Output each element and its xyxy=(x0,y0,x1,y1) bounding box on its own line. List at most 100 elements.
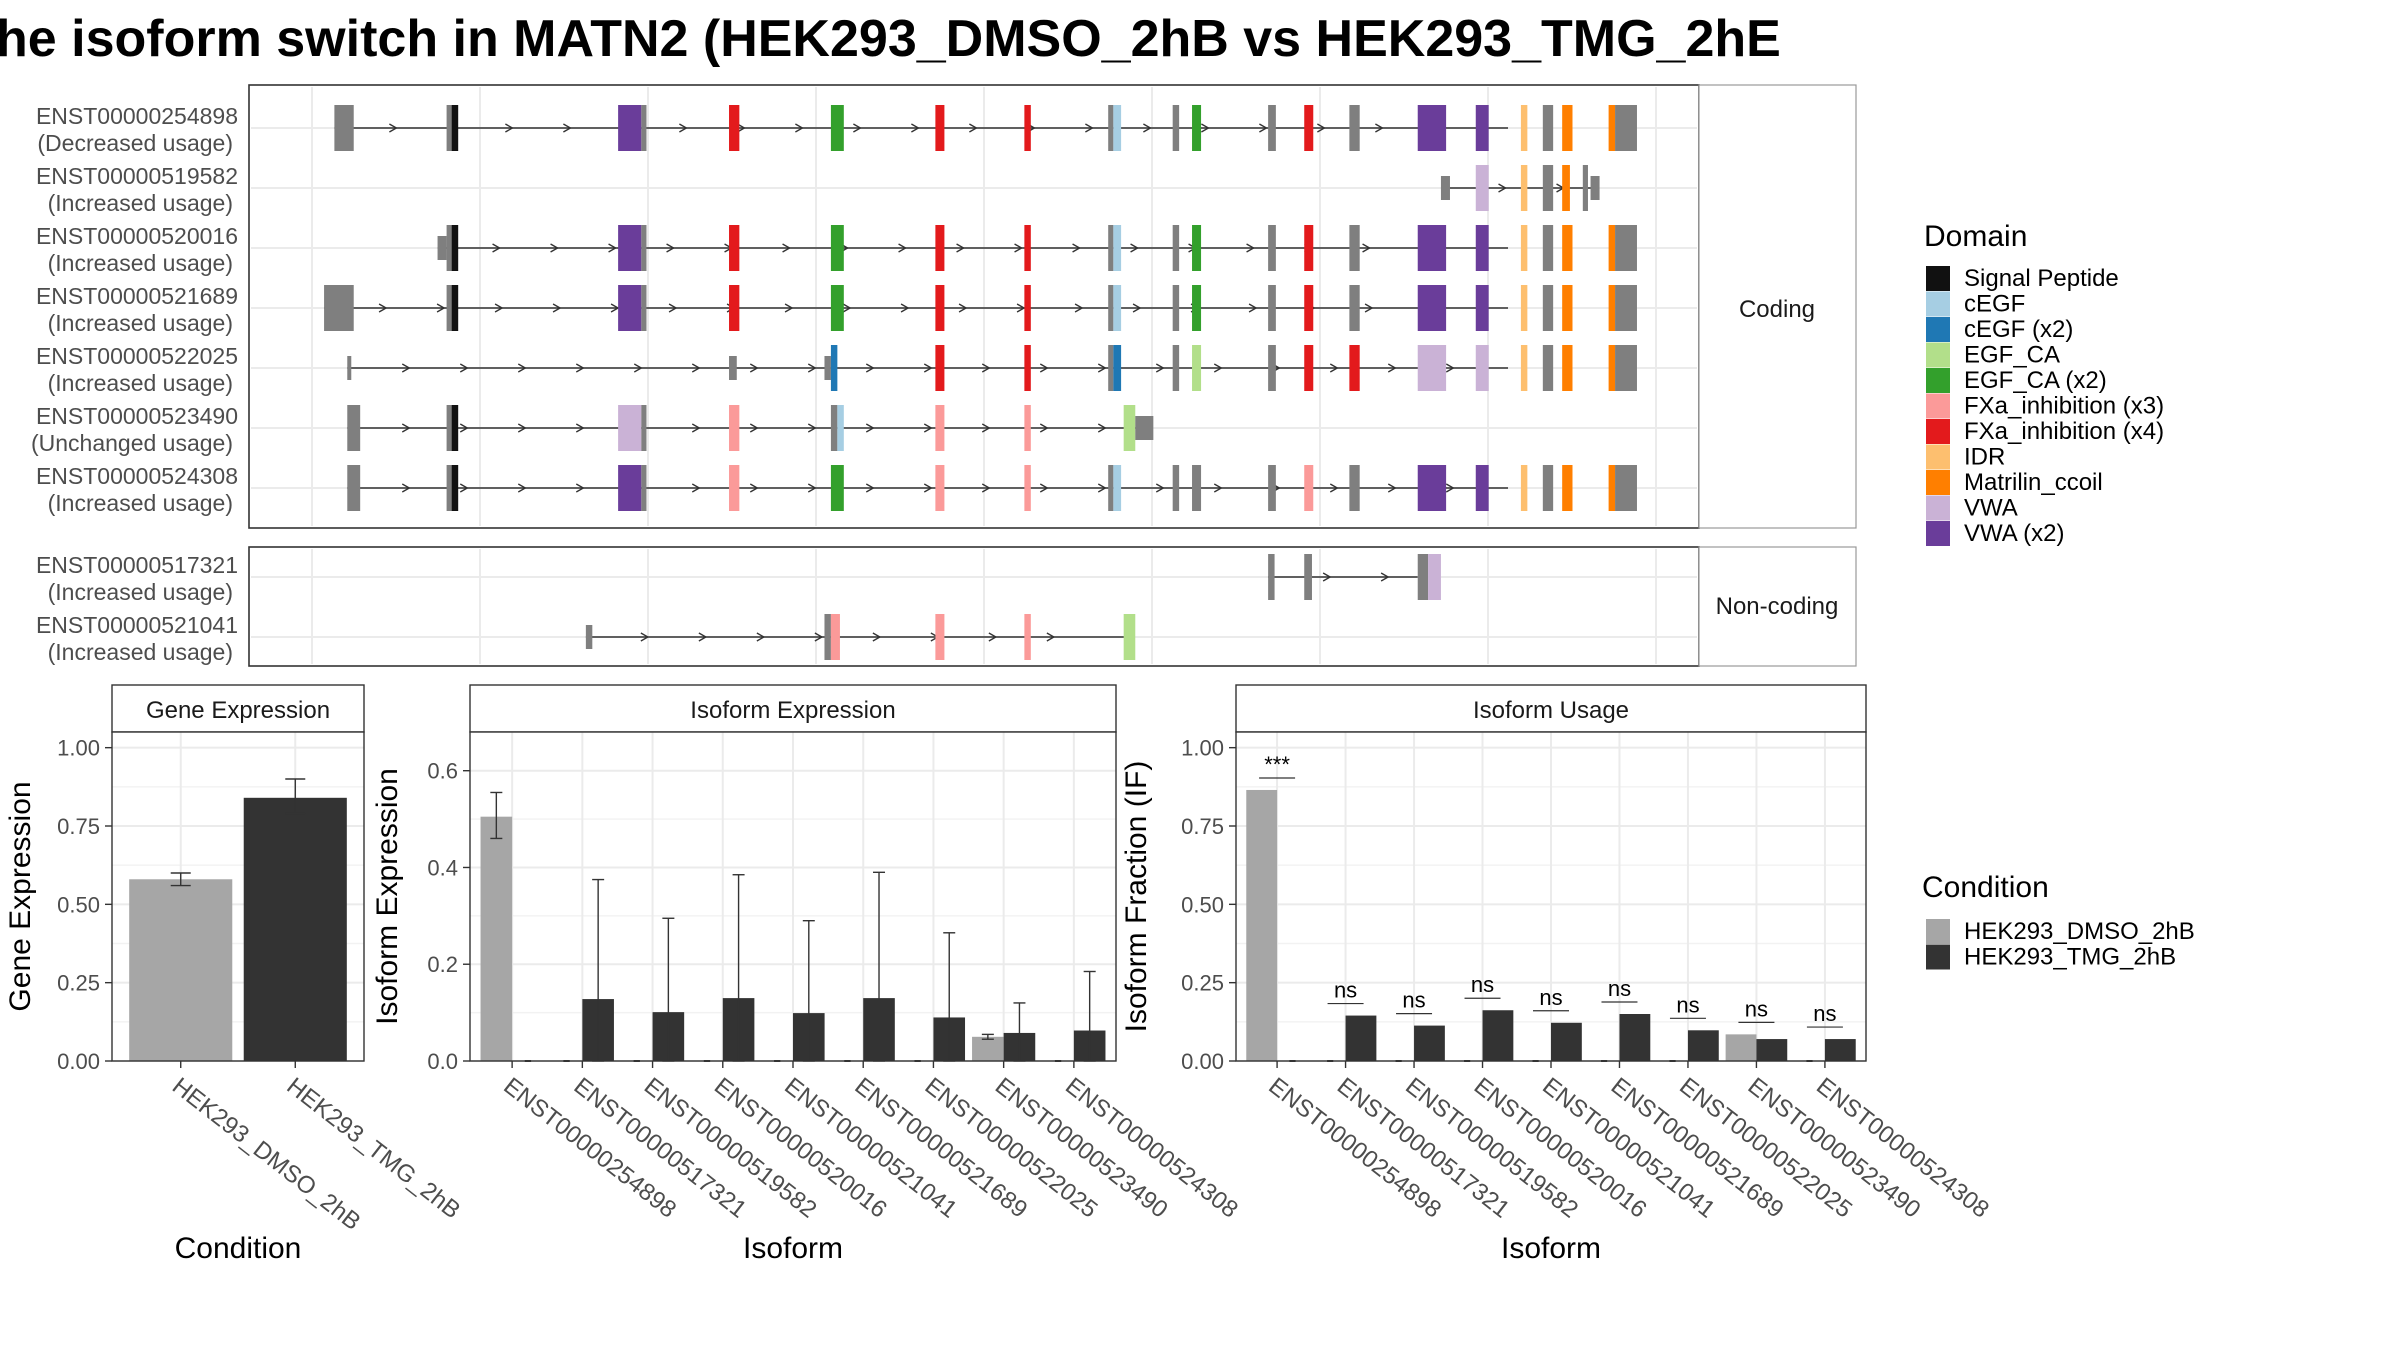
direction-arrow xyxy=(436,303,446,313)
direction-arrow xyxy=(923,363,933,373)
direction-arrow xyxy=(1085,123,1094,133)
exon-block xyxy=(1108,345,1114,391)
exon-block xyxy=(446,285,454,331)
isoform-expression-chart: Isoform Expression0.00.20.40.6ENST000002… xyxy=(371,684,1243,1265)
exon-block xyxy=(824,614,831,660)
x-axis-title: Isoform xyxy=(1501,1232,1601,1265)
direction-arrow xyxy=(1155,363,1165,373)
direction-arrow xyxy=(900,303,910,313)
exon-block xyxy=(451,465,459,511)
y-axis-title: Isoform Fraction (IF) xyxy=(1120,761,1153,1033)
exon-block xyxy=(1024,225,1031,271)
direction-arrow xyxy=(1248,303,1258,313)
direction-arrow xyxy=(756,632,766,642)
direction-arrow xyxy=(633,363,643,373)
direction-arrow xyxy=(517,483,527,493)
direction-arrow xyxy=(1143,123,1152,133)
direction-arrow xyxy=(1445,363,1455,373)
legend-swatch xyxy=(1926,470,1950,495)
legend-swatch xyxy=(1926,495,1950,521)
transcript-usage-label: (Increased usage) xyxy=(48,250,233,276)
exon-block xyxy=(451,225,459,271)
exon-block xyxy=(1268,285,1276,331)
exon-block xyxy=(1172,225,1180,271)
direction-arrow xyxy=(1201,123,1210,133)
direction-arrow xyxy=(814,632,824,642)
exon-block xyxy=(1520,285,1528,331)
exon-block xyxy=(1172,105,1180,151)
exon-block xyxy=(1608,105,1616,151)
x-axis-title: Isoform xyxy=(743,1232,843,1265)
direction-arrow xyxy=(668,303,678,313)
direction-arrow xyxy=(853,123,862,133)
direction-arrow xyxy=(517,423,527,433)
transcript-id-label: ENST00000524308 xyxy=(36,463,238,489)
legend-label: HEK293_DMSO_2hB xyxy=(1964,918,2195,945)
significance-label: ns xyxy=(1471,972,1494,997)
direction-arrow xyxy=(911,123,920,133)
exon-block xyxy=(1304,465,1314,511)
exon-block xyxy=(1440,176,1450,200)
exon-block xyxy=(1520,465,1528,511)
direction-arrow xyxy=(1498,183,1507,193)
noncoding-strip xyxy=(1698,546,1857,667)
exon-block xyxy=(1268,345,1276,391)
exon-block xyxy=(437,236,447,260)
noncoding-strip-label: Non-coding xyxy=(1716,593,1839,620)
legend-swatch xyxy=(1926,317,1950,342)
direction-arrow xyxy=(459,483,469,493)
exon-block xyxy=(729,225,740,271)
exon-block xyxy=(1608,465,1616,511)
direction-arrow xyxy=(749,363,759,373)
exon-block xyxy=(1562,465,1573,511)
legend-label: FXa_inhibition (x3) xyxy=(1964,393,2164,420)
direction-arrow xyxy=(1380,572,1390,582)
exon-block xyxy=(1192,105,1202,151)
exon-block xyxy=(641,105,647,151)
direction-arrow xyxy=(749,423,759,433)
bar xyxy=(1482,1010,1514,1061)
bar xyxy=(1551,1022,1582,1061)
direction-arrow xyxy=(872,632,882,642)
direction-arrow xyxy=(956,243,965,253)
exon-block xyxy=(1268,554,1275,600)
legend-swatch xyxy=(1926,919,1950,944)
exon-block xyxy=(1123,405,1136,451)
legend-label: HEK293_TMG_2hB xyxy=(1964,944,2176,971)
direction-arrow xyxy=(1039,483,1049,493)
exon-block xyxy=(1608,285,1616,331)
exon-block xyxy=(618,465,642,511)
direction-arrow xyxy=(807,363,817,373)
direction-arrow xyxy=(1246,243,1255,253)
exon-block xyxy=(1349,105,1360,151)
legend-label: EGF_CA (x2) xyxy=(1964,367,2107,394)
legend-swatch xyxy=(1926,368,1950,393)
exon-block xyxy=(1615,225,1637,271)
bar xyxy=(1824,1039,1856,1061)
exon-block xyxy=(1123,614,1136,660)
bar xyxy=(1687,1030,1719,1061)
significance-label: ns xyxy=(1676,992,1699,1017)
exon-block xyxy=(1108,465,1114,511)
exon-block xyxy=(1113,285,1122,331)
direction-arrow xyxy=(1329,363,1339,373)
direction-arrow xyxy=(563,123,572,133)
direction-arrow xyxy=(552,303,562,313)
exon-block xyxy=(1172,465,1180,511)
direction-arrow xyxy=(1213,483,1223,493)
direction-arrow xyxy=(494,303,504,313)
exon-block xyxy=(618,405,642,451)
noncoding-panel-frame xyxy=(248,546,1700,667)
y-tick-label: 0.25 xyxy=(1181,971,1224,996)
exon-block xyxy=(1417,345,1447,391)
exon-block xyxy=(1268,225,1276,271)
exon-block xyxy=(935,614,945,660)
direction-arrow xyxy=(865,423,875,433)
coding-strip-label: Coding xyxy=(1739,296,1815,323)
direction-arrow xyxy=(1362,243,1371,253)
exon-block xyxy=(1108,225,1114,271)
y-tick-label: 0.00 xyxy=(57,1049,100,1074)
bar xyxy=(1246,789,1278,1061)
